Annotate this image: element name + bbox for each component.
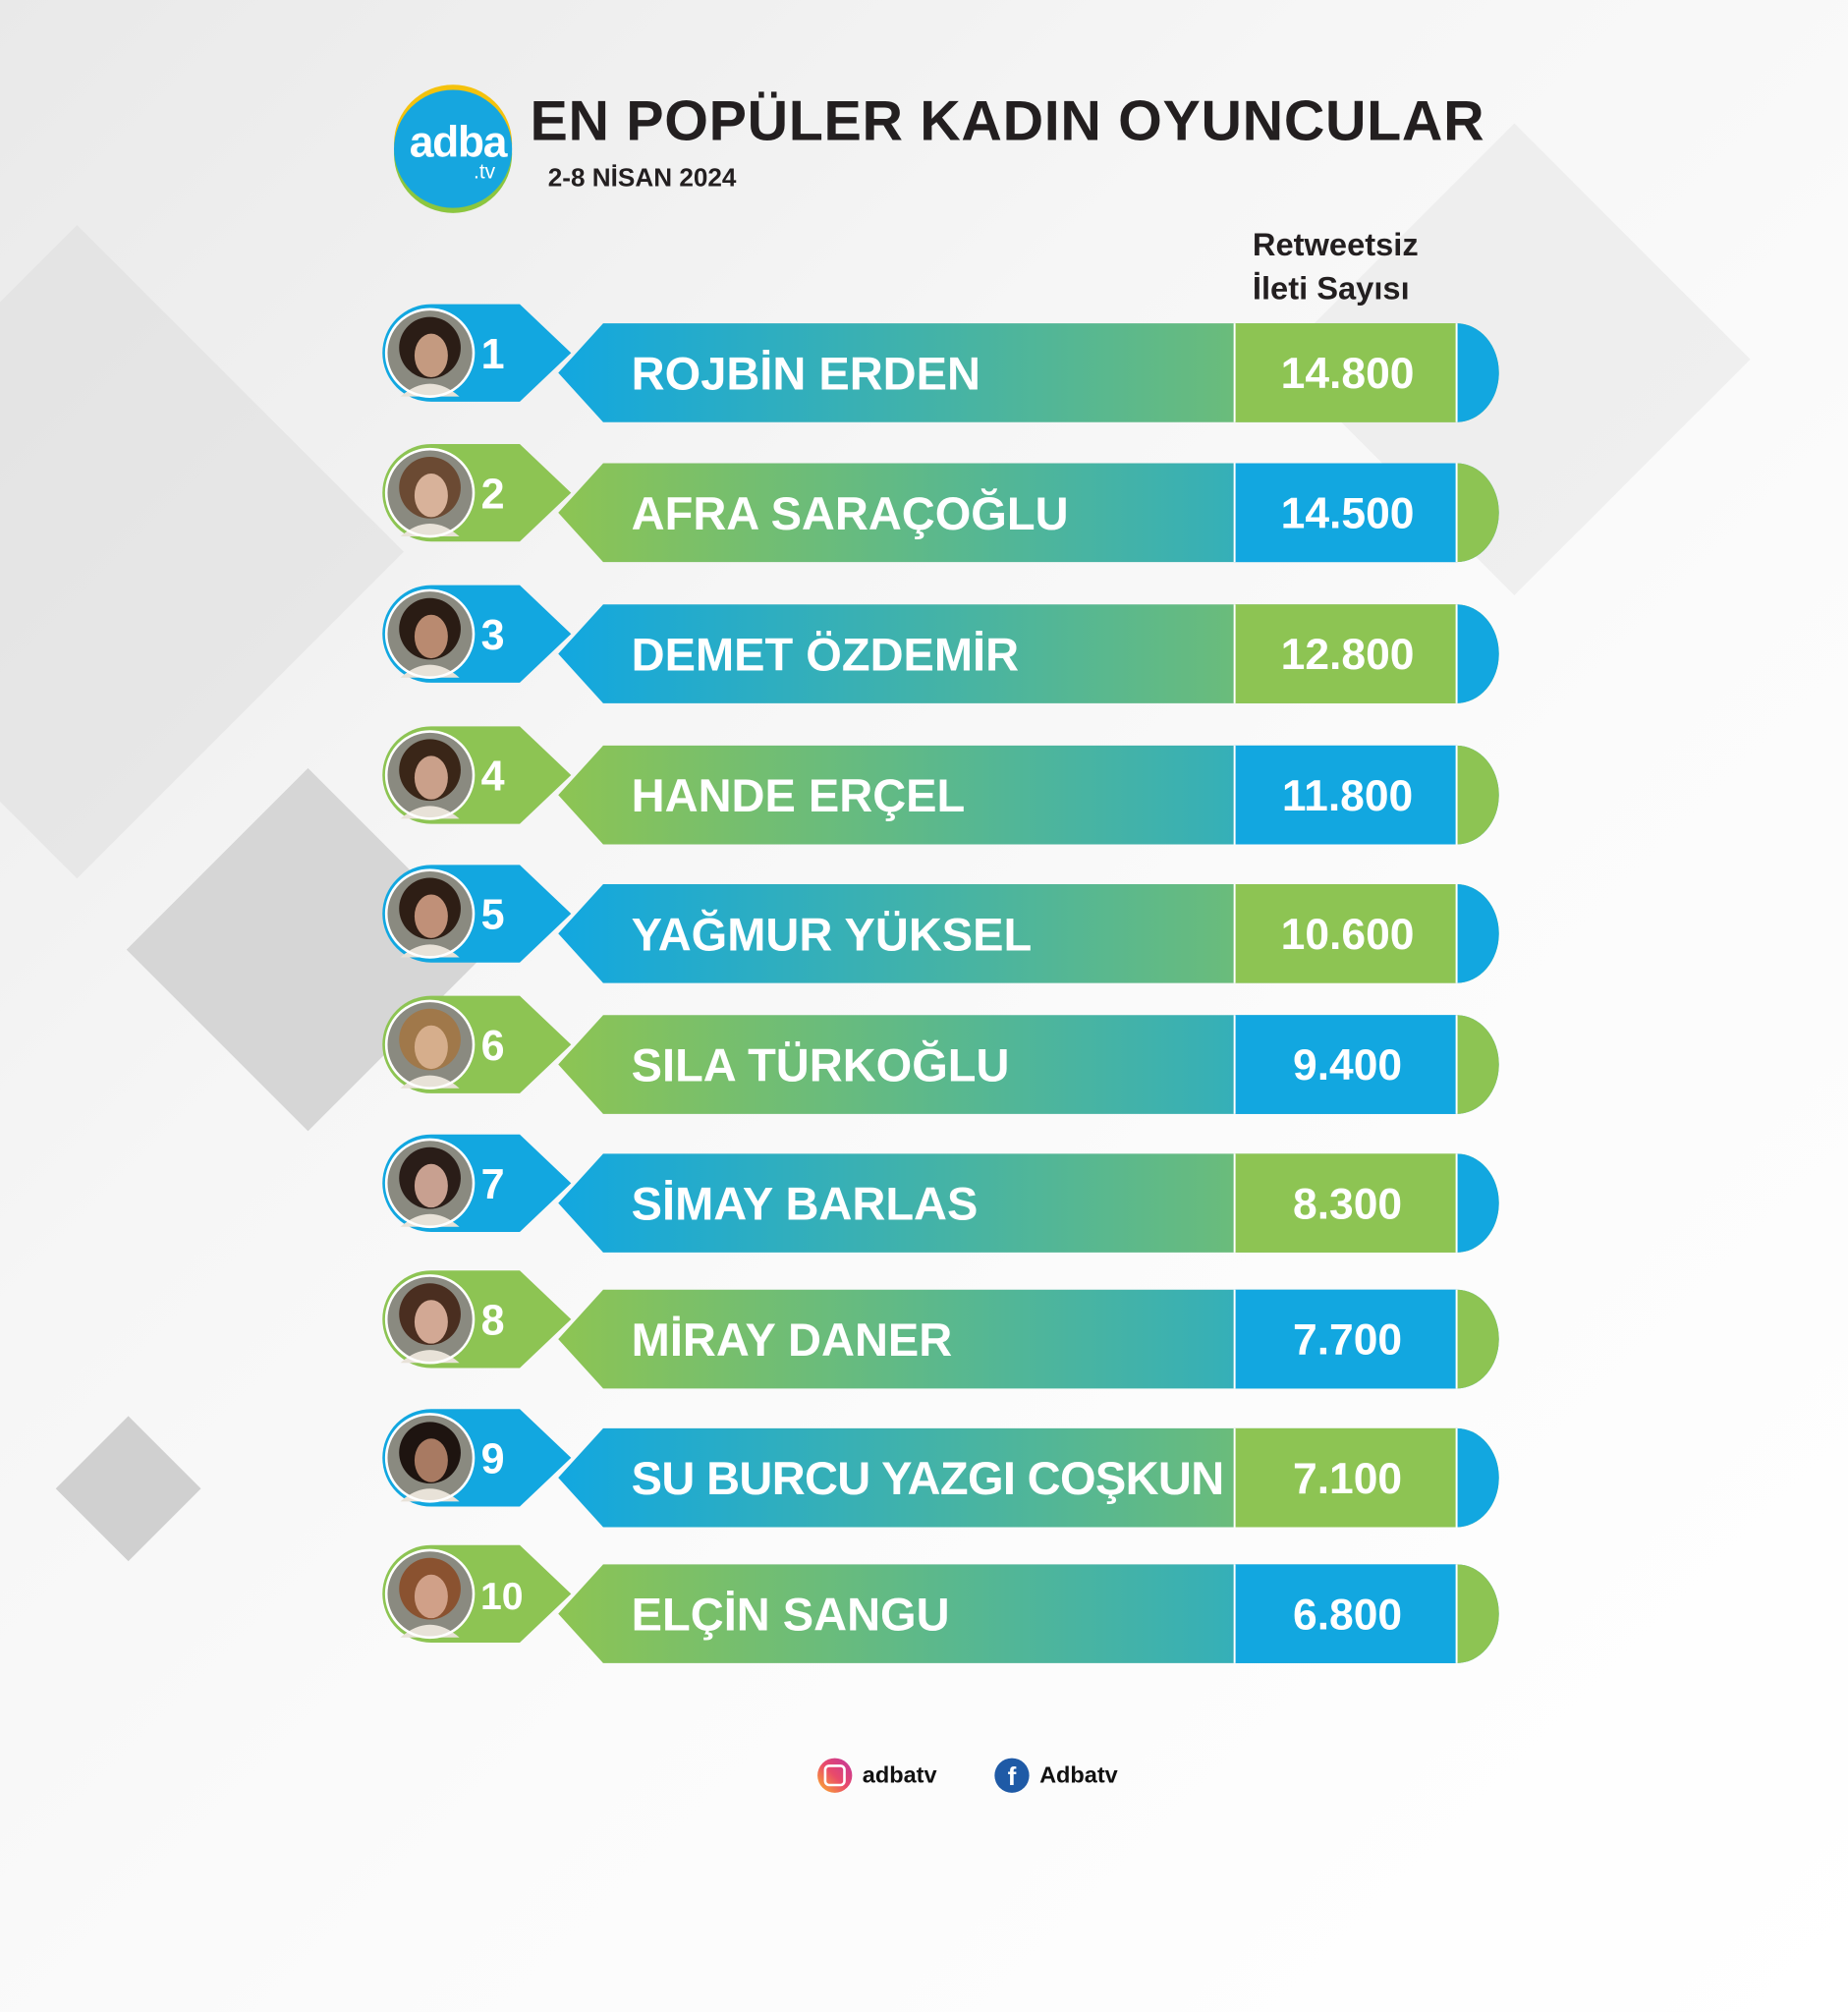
value-label: 11.800 (1282, 772, 1413, 820)
ranking-row: 1 ROJBİN ERDEN 14.800 (382, 304, 1499, 422)
bar-end-cap (1456, 463, 1499, 563)
actress-photo (384, 1274, 476, 1365)
value-label: 8.300 (1293, 1180, 1402, 1228)
rank-number: 6 (481, 1023, 505, 1070)
rank-number: 2 (481, 471, 505, 518)
actress-photo (384, 447, 476, 538)
ranking-row: 2 AFRA SARAÇOĞLU 14.500 (382, 443, 1499, 563)
value-cell (1234, 463, 1457, 563)
bar-end-cap (1456, 604, 1499, 703)
actress-photo (384, 588, 476, 680)
actress-name: ELÇİN SANGU (632, 1589, 950, 1641)
bar-end-cap (1456, 1015, 1499, 1114)
ranking-row: 7 SİMAY BARLAS 8.300 (382, 1134, 1499, 1253)
instagram-icon (817, 1758, 853, 1793)
column-header: Retweetsiz İleti Sayısı (1253, 223, 1419, 310)
value-label: 14.800 (1281, 350, 1415, 398)
bar-end-cap (1456, 323, 1499, 422)
actress-photo (384, 730, 476, 820)
actress-name: YAĞMUR YÜKSEL (632, 908, 1033, 960)
value-label: 9.400 (1293, 1041, 1402, 1090)
actress-name: DEMET ÖZDEMİR (632, 629, 1019, 681)
column-header-line1: Retweetsiz (1252, 227, 1419, 263)
ranking-row: 4 HANDE ERÇEL 11.800 (382, 726, 1499, 845)
value-label: 12.800 (1281, 631, 1415, 679)
value-cell (1234, 884, 1457, 983)
value-label: 14.500 (1281, 490, 1415, 538)
ranking-row: 8 MİRAY DANER 7.700 (382, 1270, 1499, 1389)
actress-name: SILA TÜRKOĞLU (632, 1039, 1010, 1091)
actress-photo (384, 1138, 476, 1229)
bar-end-cap (1456, 1564, 1499, 1663)
rank-number: 10 (480, 1576, 524, 1618)
rank-number: 9 (481, 1436, 505, 1483)
logo-text: adba (409, 118, 508, 167)
actress-photo (384, 1548, 476, 1640)
rank-number: 3 (481, 612, 505, 659)
actress-name: SU BURCU YAZGI COŞKUN (632, 1452, 1224, 1504)
rank-number: 8 (481, 1298, 505, 1345)
page-title: EN POPÜLER KADIN OYUNCULAR (530, 89, 1485, 153)
bar-end-cap (1456, 1427, 1499, 1528)
value-cell (1234, 1153, 1457, 1253)
actress-photo (384, 307, 476, 398)
value-cell (1234, 604, 1457, 703)
value-cell (1234, 745, 1457, 845)
rank-number: 5 (481, 892, 505, 939)
actress-name: HANDE ERÇEL (632, 769, 966, 821)
ranking-row: 3 DEMET ÖZDEMİR 12.800 (382, 585, 1499, 703)
value-label: 6.800 (1293, 1591, 1402, 1639)
facebook-handle: Adbatv (1039, 1761, 1118, 1788)
actress-name: MİRAY DANER (632, 1313, 953, 1366)
logo-suffix: .tv (474, 161, 496, 184)
value-cell (1234, 1289, 1457, 1389)
instagram-link[interactable]: adbatv (817, 1758, 937, 1793)
bar-end-cap (1456, 745, 1499, 845)
bar-end-cap (1456, 1153, 1499, 1253)
value-label: 7.100 (1293, 1455, 1402, 1503)
column-header-line2: İleti Sayısı (1252, 270, 1410, 307)
actress-photo (384, 868, 476, 959)
bar-end-cap (1456, 1289, 1499, 1389)
actress-photo (384, 999, 476, 1090)
adba-logo: adba .tv (394, 89, 513, 208)
ranking-row: 9 SU BURCU YAZGI COŞKUN 7.100 (382, 1409, 1499, 1528)
value-label: 10.600 (1281, 911, 1415, 959)
actress-name: SİMAY BARLAS (632, 1178, 979, 1230)
ranking-row: 6 SILA TÜRKOĞLU 9.400 (382, 995, 1499, 1114)
rank-number: 1 (481, 331, 505, 378)
instagram-handle: adbatv (862, 1761, 937, 1788)
rank-number: 7 (481, 1161, 505, 1208)
value-label: 7.700 (1293, 1316, 1402, 1365)
value-cell (1234, 1564, 1457, 1663)
facebook-link[interactable]: f Adbatv (994, 1758, 1118, 1793)
ranking-row: 5 YAĞMUR YÜKSEL 10.600 (382, 865, 1499, 983)
ranking-row: 10 ELÇİN SANGU 6.800 (382, 1544, 1499, 1663)
bar-end-cap (1456, 884, 1499, 983)
actress-name: ROJBİN ERDEN (632, 347, 980, 399)
facebook-icon: f (994, 1758, 1030, 1793)
value-cell (1234, 323, 1457, 422)
value-cell (1234, 1015, 1457, 1114)
rank-number: 4 (481, 754, 505, 801)
value-cell (1234, 1427, 1457, 1528)
date-range: 2-8 NİSAN 2024 (547, 164, 737, 193)
actress-name: AFRA SARAÇOĞLU (632, 487, 1069, 539)
actress-photo (384, 1413, 476, 1503)
